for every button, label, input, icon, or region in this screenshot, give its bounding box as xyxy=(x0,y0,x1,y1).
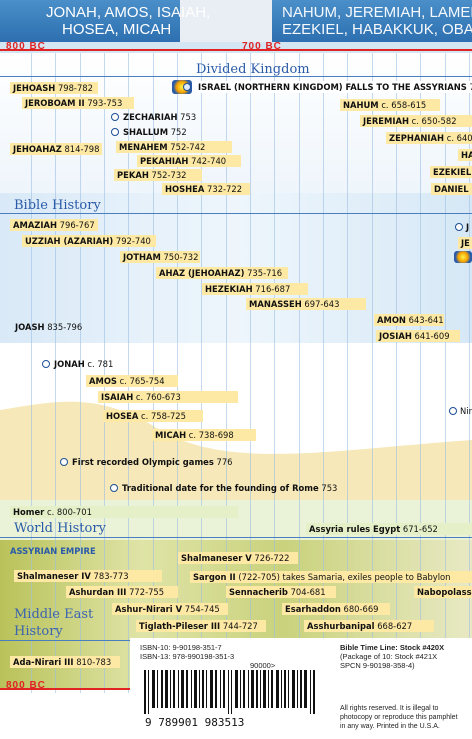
prophet-jeremiah: JEREMIAH c. 650-582 xyxy=(360,115,472,127)
king-jehoash: JEHOASH 798-782 xyxy=(10,82,98,94)
king-hezekiah: HEZEKIAH 716-687 xyxy=(202,283,308,295)
spcn-info: SPCN 9-90198-358-4) xyxy=(340,661,415,670)
prophet-micah: MICAH c. 738-698 xyxy=(152,429,256,441)
rights-line1: All rights reserved. It is illegal to xyxy=(340,705,439,712)
rights-line3: in any way. Printed in the U.S.A. xyxy=(340,723,440,730)
king-zechariah: ZECHARIAH 753 xyxy=(123,112,197,122)
king-joash: JOASH 835-796 xyxy=(15,322,83,332)
divided-line xyxy=(0,76,472,77)
prophet-daniel: DANIEL ( xyxy=(431,183,472,195)
ruler-tiglath-pileser-iii: Tiglath-Pileser III 744-727 xyxy=(136,620,266,632)
star-burst-icon xyxy=(454,251,472,263)
king-pekahiah: PEKAHIAH 742-740 xyxy=(137,155,241,167)
header-right-line2: EZEKIEL, HABAKKUK, OBADI xyxy=(282,21,472,38)
king-jotham: JOTHAM 750-732 xyxy=(120,251,200,263)
event-assyria-rules-egypt: Assyria rules Egypt 671-652 xyxy=(306,523,472,535)
prophet-isaiah: ISAIAH c. 760-673 xyxy=(98,391,238,403)
event-circle-icon xyxy=(183,83,191,91)
king-amaziah: AMAZIAH 796-767 xyxy=(10,219,98,231)
barcode-addon-number: 90000> xyxy=(250,661,276,670)
ruler-sargon-ii: Sargon II (722-705) takes Samaria, exile… xyxy=(190,571,472,583)
king-menahem: MENAHEM 752-742 xyxy=(116,141,232,153)
event-circle-icon xyxy=(455,223,463,231)
event-circle-icon xyxy=(449,407,457,415)
header-right-line1: NAHUM, JEREMIAH, LAMENT xyxy=(282,4,472,21)
world-line xyxy=(0,537,472,538)
event-olympic-games: First recorded Olympic games 776 xyxy=(72,457,233,467)
world-history-title: World History xyxy=(14,521,106,536)
bottom-red-line xyxy=(0,688,130,690)
event-circle-icon xyxy=(111,128,119,136)
king-j-partial: J xyxy=(466,222,470,232)
king-hoshea: HOSHEA 732-722 xyxy=(162,183,250,195)
isbn-13: ISBN-13: 978-990198-351-3 xyxy=(140,652,235,661)
divided-kingdom-title: Divided Kingdom xyxy=(196,62,310,77)
time-ribbon xyxy=(0,42,472,53)
ruler-shalmaneser-v: Shalmaneser V 726-722 xyxy=(178,552,298,564)
package-info: (Package of 10: Stock #421X xyxy=(340,652,438,661)
prophet-hosea: HOSEA c. 758-725 xyxy=(103,410,203,422)
king-jeroboam-ii: JEROBOAM II 793-753 xyxy=(22,97,134,109)
king-pekah: PEKAH 752-732 xyxy=(114,169,202,181)
ruler-ada-nirari-iii: Ada-Nirari III 810-783 xyxy=(10,656,120,668)
prophet-ezekiel: EZEKIEL xyxy=(430,166,472,178)
time-800bc-bottom: 800 BC xyxy=(6,680,46,691)
prophet-habakkuk-partial: HA xyxy=(458,149,472,161)
event-circle-icon xyxy=(42,360,50,368)
king-ahaz: AHAZ (JEHOAHAZ) 735-716 xyxy=(156,267,288,279)
barcode-image xyxy=(144,670,315,714)
header-left-line1: JONAH, AMOS, ISAIAH, xyxy=(46,4,211,21)
prophet-zephaniah: ZEPHANIAH c. 640 xyxy=(386,132,472,144)
middle-east-title-line2: History xyxy=(14,624,63,639)
ruler-asshurbanipal: Asshurbanipal 668-627 xyxy=(304,620,434,632)
prophet-nahum: NAHUM c. 658-615 xyxy=(340,99,440,111)
barcode-number: 9 789901 983513 xyxy=(145,716,245,729)
ruler-ashurdan-iii: Ashurdan III 772-755 xyxy=(66,586,178,598)
ruler-shalmaneser-iv: Shalmaneser IV 783-773 xyxy=(14,570,162,582)
time-800bc: 800 BC xyxy=(6,41,46,52)
prophet-amos: AMOS c. 765-754 xyxy=(86,375,178,387)
assyrian-empire-label: ASSYRIAN EMPIRE xyxy=(10,546,96,556)
bible-line xyxy=(0,213,472,214)
time-red-line xyxy=(0,49,472,51)
header-left-line2: HOSEA, MICAH xyxy=(62,21,172,38)
king-shallum: SHALLUM 752 xyxy=(123,127,187,137)
event-founding-of-rome: Traditional date for the founding of Rom… xyxy=(122,483,338,493)
event-homer: Homer c. 800-701 xyxy=(10,506,238,518)
king-uzziah: UZZIAH (AZARIAH) 792-740 xyxy=(22,235,156,247)
king-josiah: JOSIAH 641-609 xyxy=(376,330,460,342)
event-circle-icon xyxy=(110,484,118,492)
header-gap xyxy=(180,0,272,42)
product-title: Bible Time Line: Stock #420X xyxy=(340,643,445,652)
king-jehoahaz: JEHOAHAZ 814-798 xyxy=(10,143,102,155)
king-je-partial: JE xyxy=(458,237,472,249)
ruler-nabopolassar-partial: Nabopolass xyxy=(414,586,472,598)
ruler-sennacherib: Sennacherib 704-681 xyxy=(226,586,336,598)
ruler-esarhaddon: Esarhaddon 680-669 xyxy=(282,603,390,615)
king-manasseh: MANASSEH 697-643 xyxy=(246,298,366,310)
king-amon: AMON 643-641 xyxy=(374,314,444,326)
prophet-jonah: JONAH c. 781 xyxy=(54,359,114,369)
event-circle-icon xyxy=(60,458,68,466)
rights-line2: photocopy or reproduce this pamphlet xyxy=(340,714,458,721)
isbn-10: ISBN-10: 9-90198-351-7 xyxy=(140,643,222,652)
time-700bc: 700 BC xyxy=(242,41,282,52)
middle-east-title-line1: Middle East xyxy=(14,607,94,622)
ruler-ashur-nirari-v: Ashur-Nirari V 754-745 xyxy=(112,603,228,615)
nineveh-partial: Nir xyxy=(460,406,472,416)
israel-falls: ISRAEL (NORTHERN KINGDOM) FALLS TO THE A… xyxy=(195,81,472,93)
event-circle-icon xyxy=(111,113,119,121)
bible-history-title: Bible History xyxy=(14,198,101,213)
middle-east-line xyxy=(0,640,130,641)
